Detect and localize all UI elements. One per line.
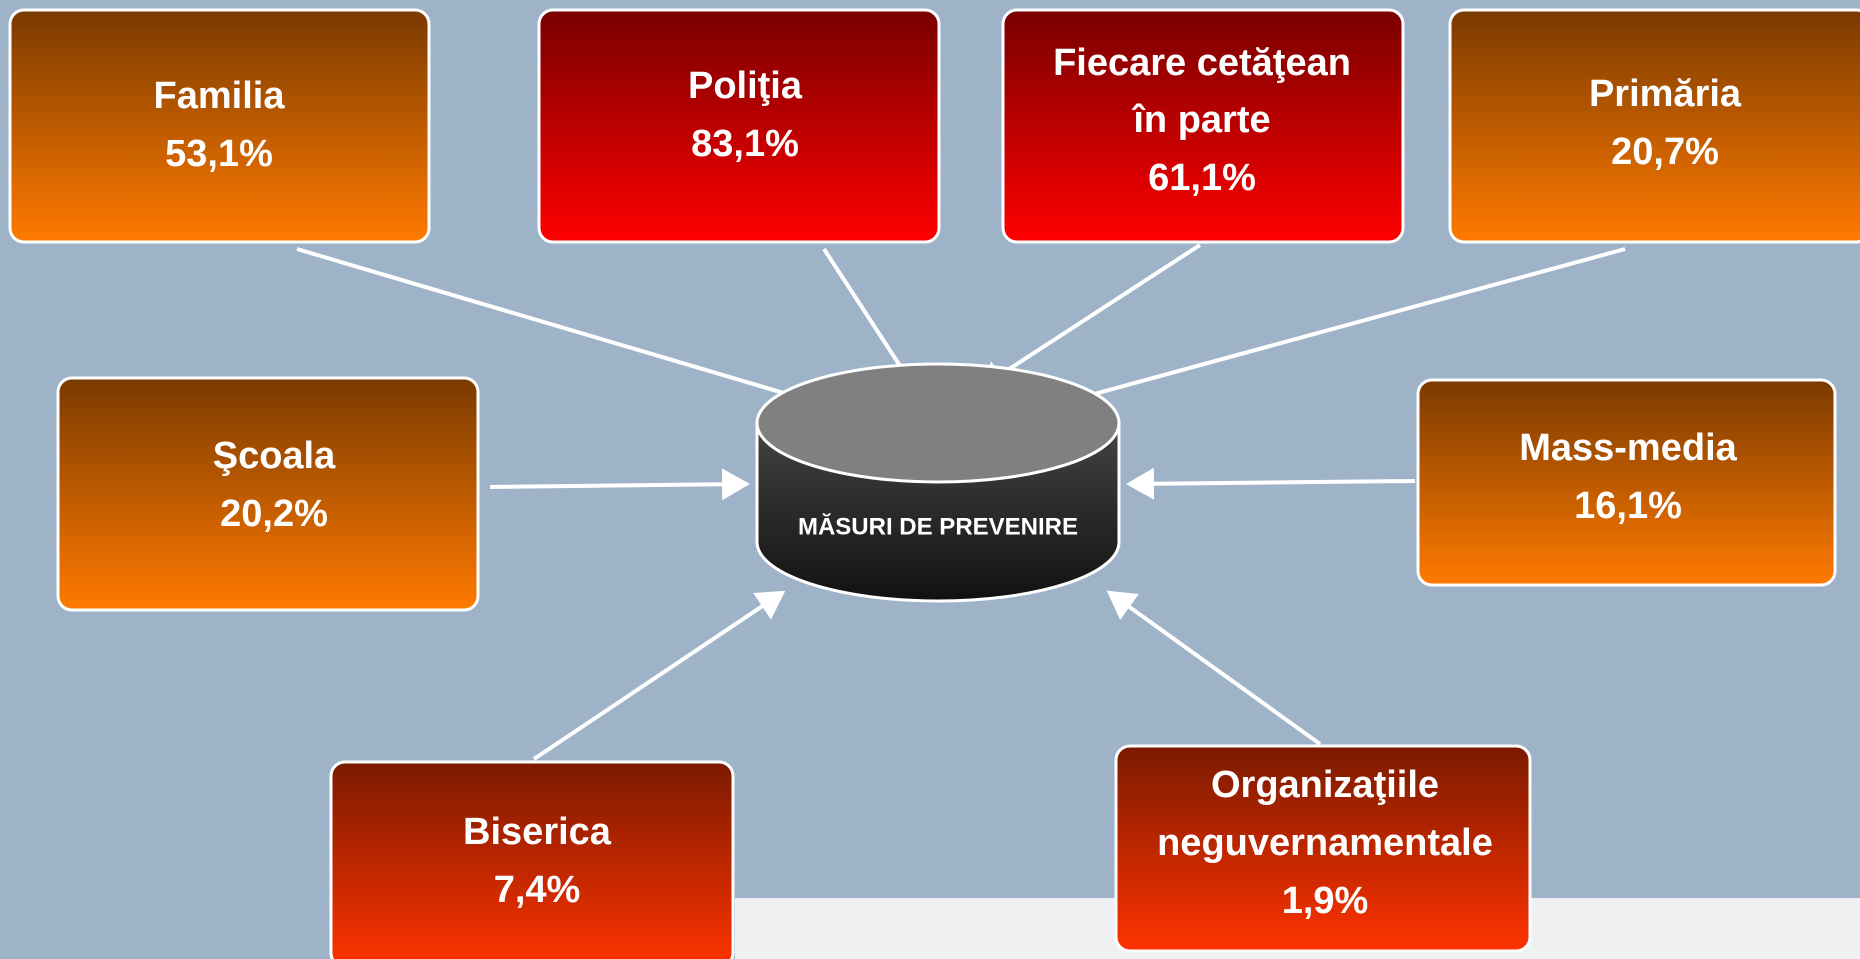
node-value: 20,2% xyxy=(220,493,328,535)
node-value: 61,1% xyxy=(1148,157,1256,199)
node-value: 1,9% xyxy=(1282,880,1369,922)
node-label: Poliţia xyxy=(688,65,803,107)
diagram: MĂSURI DE PREVENIRE Familia 53,1% Poliţi… xyxy=(0,0,1860,959)
node: Familia 53,1% xyxy=(10,10,429,242)
node-label: Şcoala xyxy=(213,435,336,477)
node-box xyxy=(331,762,733,959)
node-label: Biserica xyxy=(463,811,612,853)
node: Şcoala 20,2% xyxy=(58,378,478,610)
node-value: 16,1% xyxy=(1574,485,1682,527)
center-label: MĂSURI DE PREVENIRE xyxy=(798,512,1078,540)
arrow xyxy=(490,484,746,487)
node: Primăria 20,7% xyxy=(1450,10,1860,242)
node-label: neguvernamentale xyxy=(1157,822,1493,864)
node-label: Primăria xyxy=(1589,73,1742,115)
node-value: 7,4% xyxy=(494,869,581,911)
arrow xyxy=(1130,481,1415,484)
node-box xyxy=(1418,380,1835,585)
node: Poliţia 83,1% xyxy=(539,10,939,242)
node: Organizaţiile neguvernamentale 1,9% xyxy=(1116,746,1530,951)
cylinder-top xyxy=(757,364,1119,482)
arrow xyxy=(1110,593,1320,744)
node-label: Familia xyxy=(154,75,286,117)
arrow xyxy=(534,593,782,759)
node-box xyxy=(10,10,429,242)
node: Fiecare cetăţean în parte 61,1% xyxy=(1003,10,1403,242)
node-label: în parte xyxy=(1131,99,1270,141)
arrow xyxy=(980,245,1200,388)
node-label: Organizaţiile xyxy=(1211,764,1439,806)
node: Mass-media 16,1% xyxy=(1418,380,1835,585)
node-label: Mass-media xyxy=(1519,427,1737,469)
node: Biserica 7,4% xyxy=(331,762,733,959)
node-label: Fiecare cetăţean xyxy=(1053,42,1351,84)
center-cylinder: MĂSURI DE PREVENIRE xyxy=(757,364,1119,601)
node-value: 83,1% xyxy=(691,123,799,165)
node-box xyxy=(1450,10,1860,242)
node-value: 20,7% xyxy=(1611,131,1719,173)
node-value: 53,1% xyxy=(165,133,273,175)
